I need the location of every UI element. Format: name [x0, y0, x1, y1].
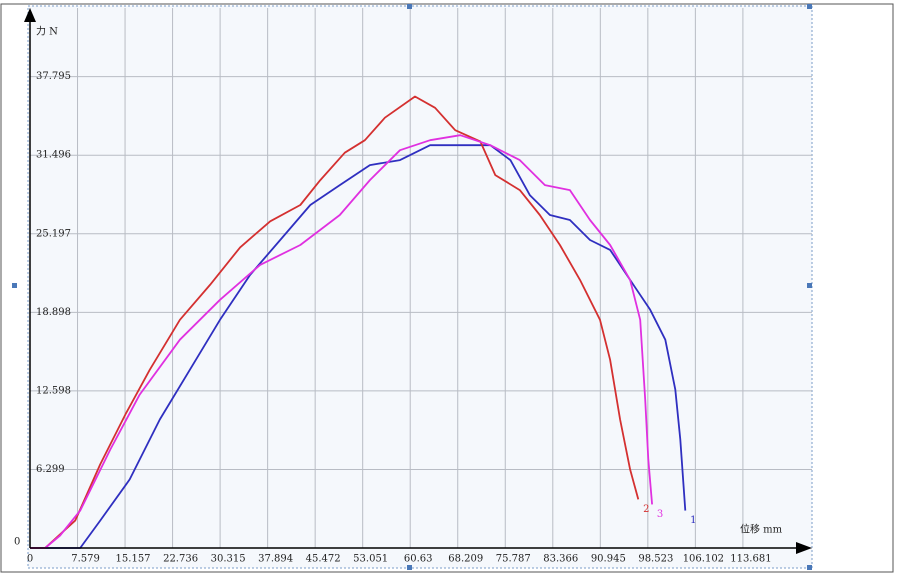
- handle: [12, 283, 17, 288]
- x-tick-label: 113.681: [730, 554, 771, 565]
- x-tick-label: 75.787: [496, 554, 531, 565]
- handle: [407, 565, 412, 570]
- handle: [807, 565, 812, 570]
- x-axis-arrow: [796, 542, 812, 554]
- plot-frame: [27, 5, 813, 569]
- y-tick-label: 12.598: [36, 385, 71, 396]
- x-tick-label: 30.315: [211, 554, 246, 565]
- handle: [807, 4, 812, 9]
- series-line: [30, 144, 687, 549]
- series-line: [30, 134, 653, 549]
- x-tick-label: 45.472: [306, 554, 341, 565]
- x-tick-label: 22.736: [163, 554, 198, 565]
- y-tick-label: 0: [14, 537, 20, 548]
- x-axis-label: 位移 mm: [740, 523, 783, 536]
- handle: [407, 4, 412, 9]
- x-tick-label: 60.63: [404, 554, 433, 565]
- series-label: 1: [690, 515, 696, 526]
- y-tick-label: 37.795: [36, 71, 71, 82]
- x-tick-label: 83.366: [543, 554, 578, 565]
- x-tick-label: 68.209: [448, 554, 483, 565]
- x-tick-label: 0: [27, 554, 33, 565]
- x-tick-label: 98.523: [638, 554, 673, 565]
- x-tick-label: 37.894: [258, 554, 293, 565]
- x-tick-label: 53.051: [353, 554, 388, 565]
- y-tick-label: 25.197: [36, 228, 71, 239]
- x-tick-label: 15.157: [116, 554, 151, 565]
- x-tick-label: 90.945: [591, 554, 626, 565]
- handle: [807, 283, 812, 288]
- x-tick-label: 7.579: [71, 554, 100, 565]
- y-tick-label: 18.898: [36, 307, 71, 318]
- series-line: [30, 95, 640, 549]
- y-tick-label: 6.299: [36, 464, 65, 475]
- x-tick-label: 106.102: [683, 554, 724, 565]
- series-label: 3: [657, 509, 663, 520]
- y-axis-arrow: [24, 8, 36, 22]
- lines: [30, 95, 687, 549]
- y-axis-label: 力 N: [36, 25, 58, 38]
- series-label: 2: [643, 504, 649, 515]
- y-tick-label: 31.496: [36, 150, 71, 161]
